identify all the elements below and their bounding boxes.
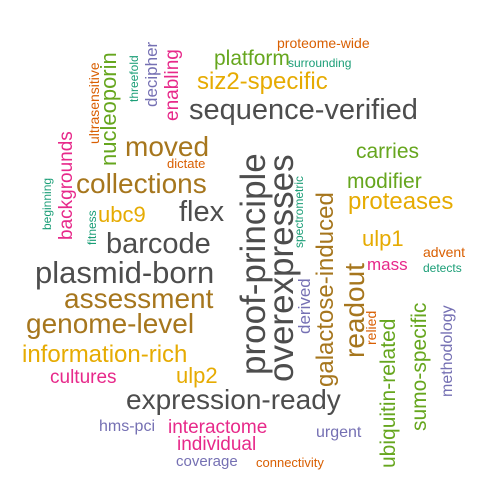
word: connectivity (256, 455, 324, 470)
word: barcode (106, 228, 211, 260)
word: ubc9 (98, 202, 146, 227)
word: moved (125, 131, 210, 162)
word: assessment (64, 283, 214, 314)
word: sumo-specific (408, 302, 431, 431)
word: siz2-specific (197, 68, 328, 95)
word: interactome (168, 417, 268, 438)
word: proteases (348, 188, 454, 215)
word: cultures (50, 367, 117, 388)
word: information-rich (22, 341, 188, 368)
word: individual (177, 434, 257, 455)
word: derived (295, 278, 314, 334)
word: genome-level (26, 308, 195, 339)
word: carries (356, 140, 420, 163)
word: enabling (162, 49, 183, 121)
word: ulp1 (362, 226, 404, 251)
word: hms-pci (99, 418, 156, 435)
word: galactose-induced (312, 192, 339, 387)
word: backgrounds (56, 131, 77, 240)
word: beginning (40, 177, 54, 230)
word: threefold (127, 55, 141, 102)
word: relied (363, 310, 379, 345)
word: coverage (176, 453, 238, 470)
word: proteome-wide (277, 35, 370, 51)
word: plasmid-born (35, 255, 215, 290)
word: ulp2 (176, 363, 218, 388)
word: advent (423, 244, 466, 260)
word: ultrasensitive (86, 62, 102, 144)
word: platform (214, 47, 290, 70)
word: collections (76, 168, 207, 199)
word: sequence-verified (189, 94, 418, 126)
word: spectrometric (292, 175, 306, 248)
word: fitness (85, 210, 99, 245)
word: surrounding (288, 56, 352, 70)
word: decipher (142, 41, 161, 107)
word: detects (423, 261, 462, 275)
word: urgent (316, 424, 362, 441)
word: ubiquitin-related (377, 318, 400, 468)
word: dictate (167, 156, 206, 171)
word: flex (179, 196, 225, 228)
word: mass (367, 255, 408, 274)
word: methodology (439, 305, 456, 397)
word: expression-ready (126, 384, 341, 415)
word: modifier (347, 170, 422, 193)
